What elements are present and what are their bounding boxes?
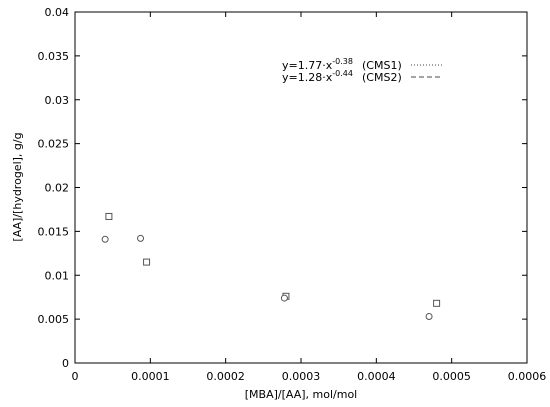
y-tick-label: 0.01 xyxy=(45,269,70,282)
x-tick-label: 0 xyxy=(72,370,79,383)
x-tick-label: 0.0006 xyxy=(508,370,547,383)
x-tick-label: 0.0005 xyxy=(432,370,471,383)
data-point-cms2 xyxy=(137,234,145,242)
y-tick-label: 0.035 xyxy=(38,50,70,63)
legend-label-cms1: (CMS1) xyxy=(362,59,402,72)
x-axis-ticks: 0 0.0001 0.0002 0.0003 0.0004 0.0005 0.0006 xyxy=(72,12,547,383)
y-tick-label: 0.015 xyxy=(38,225,70,238)
y-tick-label: 0.04 xyxy=(45,6,70,19)
y-tick-label: 0 xyxy=(62,357,69,370)
y-tick-label: 0.005 xyxy=(38,313,70,326)
legend: y=1.77·x-0.38 (CMS1) y=1.28·x-0.44 (CMS2… xyxy=(282,57,442,84)
y-tick-label: 0.02 xyxy=(45,182,70,195)
legend-equation-cms2: y=1.28·x xyxy=(282,71,333,84)
x-tick-label: 0.0003 xyxy=(282,370,321,383)
y-tick-label: 0.025 xyxy=(38,138,70,151)
y-axis-ticks: 0 0.005 0.01 0.015 0.02 0.025 0.03 0.035 0.04 xyxy=(38,6,527,370)
legend-equation-cms1: y=1.77·x xyxy=(282,59,333,72)
x-axis-label: [MBA]/[AA], mol/mol xyxy=(245,388,358,401)
x-tick-label: 0.0002 xyxy=(206,370,245,383)
data-point-cms1 xyxy=(433,299,441,307)
svg-text:y=1.77·x-0.38: y=1.77·x-0.38 xyxy=(282,57,353,72)
data-point-cms2 xyxy=(101,235,109,243)
data-point-cms1 xyxy=(105,212,113,220)
legend-label-cms2: (CMS2) xyxy=(362,71,402,84)
legend-entry-cms1: y=1.77·x-0.38 (CMS1) xyxy=(282,57,442,72)
x-tick-label: 0.0004 xyxy=(357,370,396,383)
legend-exponent-cms1: -0.38 xyxy=(332,57,353,66)
data-point-cms2 xyxy=(425,312,433,320)
x-tick-label: 0.0001 xyxy=(131,370,170,383)
y-tick-label: 0.03 xyxy=(45,94,70,107)
y-axis-label: [AA]/[hydrogel], g/g xyxy=(11,132,24,241)
data-point-cms1 xyxy=(143,258,151,266)
legend-entry-cms2: y=1.28·x-0.44 (CMS2) xyxy=(282,69,442,84)
data-points xyxy=(101,212,441,320)
svg-text:y=1.28·x-0.44: y=1.28·x-0.44 xyxy=(282,69,353,84)
data-point-cms2 xyxy=(280,294,288,302)
legend-exponent-cms2: -0.44 xyxy=(332,69,353,78)
